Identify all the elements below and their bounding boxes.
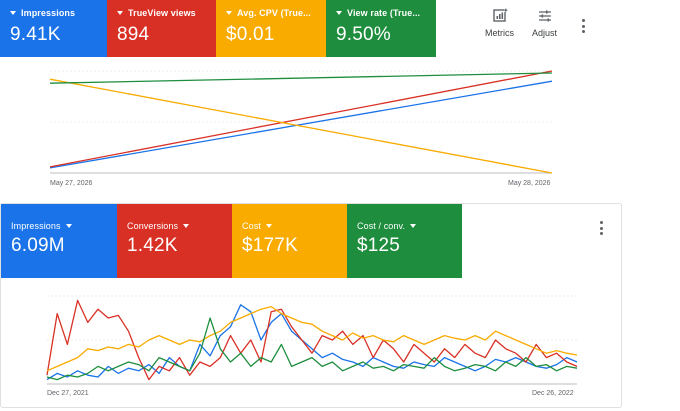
metric-tile-view-rate[interactable]: View rate (True... 9.50% xyxy=(326,0,436,57)
caret-down-icon xyxy=(226,11,232,15)
metric-value: 9.41K xyxy=(10,24,61,45)
caret-down-icon xyxy=(336,11,342,15)
caret-down-icon xyxy=(65,224,72,228)
chart-date-end: May 28, 2026 xyxy=(508,180,551,187)
adjust-label: Adjust xyxy=(532,28,558,38)
chart-date-end: Dec 26, 2022 xyxy=(532,390,574,397)
series-line-avg-cpv-true xyxy=(49,78,553,174)
metric-value: $177K xyxy=(242,235,298,256)
caret-down-icon xyxy=(410,224,417,228)
caret-down-icon xyxy=(183,224,190,228)
top-performance-card: Impressions 9.41K TrueView views 894 Avg… xyxy=(0,0,600,195)
metric-tile-impressions[interactable]: Impressions 9.41K xyxy=(0,0,107,57)
caret-down-icon xyxy=(265,224,272,228)
top-line-chart xyxy=(49,70,553,174)
metrics-label: Metrics xyxy=(485,28,514,38)
metric-label: Cost xyxy=(242,221,261,231)
metric-value: 1.42K xyxy=(127,235,178,256)
metric-value: 894 xyxy=(117,24,150,45)
metric-label: TrueView views xyxy=(128,8,196,18)
chart-date-start: May 27, 2026 xyxy=(50,180,93,187)
metric-tile-trueview-views[interactable]: TrueView views 894 xyxy=(107,0,216,57)
adjust-button[interactable]: Adjust xyxy=(532,8,557,38)
bottom-metric-tiles: Impressions 6.09M Conversions 1.42K Cost… xyxy=(1,204,462,278)
metric-label: Impressions xyxy=(11,221,61,231)
metric-tile-cost-per-conv[interactable]: Cost / conv. $125 xyxy=(347,204,462,278)
metric-value: 9.50% xyxy=(336,24,391,45)
series-line-cost-conv xyxy=(46,317,578,381)
more-vert-icon[interactable] xyxy=(598,221,604,235)
metric-label: Cost / conv. xyxy=(357,221,406,231)
chart-grid xyxy=(47,295,577,385)
chart-grid xyxy=(50,70,552,174)
series-line-cost xyxy=(46,305,578,372)
metric-label: View rate (True... xyxy=(347,8,421,18)
series-line-impressions xyxy=(49,80,553,169)
caret-down-icon xyxy=(10,11,16,15)
series-line-view-rate-true xyxy=(49,72,553,84)
top-metric-tiles: Impressions 9.41K TrueView views 894 Avg… xyxy=(0,0,436,57)
metrics-button[interactable]: Metrics xyxy=(485,8,514,38)
series-line-conversions xyxy=(46,299,578,381)
more-vert-icon[interactable] xyxy=(580,19,586,33)
caret-down-icon xyxy=(117,11,123,15)
metric-value: $125 xyxy=(357,235,401,256)
metric-tile-cost[interactable]: Cost $177K xyxy=(232,204,347,278)
chart-date-start: Dec 27, 2021 xyxy=(47,390,89,397)
metrics-chart-icon xyxy=(492,8,507,22)
series-line-impressions xyxy=(46,304,578,381)
metric-tile-avg-cpv[interactable]: Avg. CPV (True... $0.01 xyxy=(216,0,326,57)
bottom-performance-card: Impressions 6.09M Conversions 1.42K Cost… xyxy=(0,203,622,408)
metric-value: $0.01 xyxy=(226,24,275,45)
metric-tile-impressions[interactable]: Impressions 6.09M xyxy=(1,204,117,278)
metric-label: Conversions xyxy=(127,221,179,231)
bottom-line-chart xyxy=(46,295,578,385)
tune-icon xyxy=(538,10,551,22)
metric-tile-conversions[interactable]: Conversions 1.42K xyxy=(117,204,232,278)
metric-label: Avg. CPV (True... xyxy=(237,8,311,18)
metric-label: Impressions xyxy=(21,8,76,18)
metric-value: 6.09M xyxy=(11,235,65,256)
series-line-trueview-views xyxy=(49,70,553,168)
